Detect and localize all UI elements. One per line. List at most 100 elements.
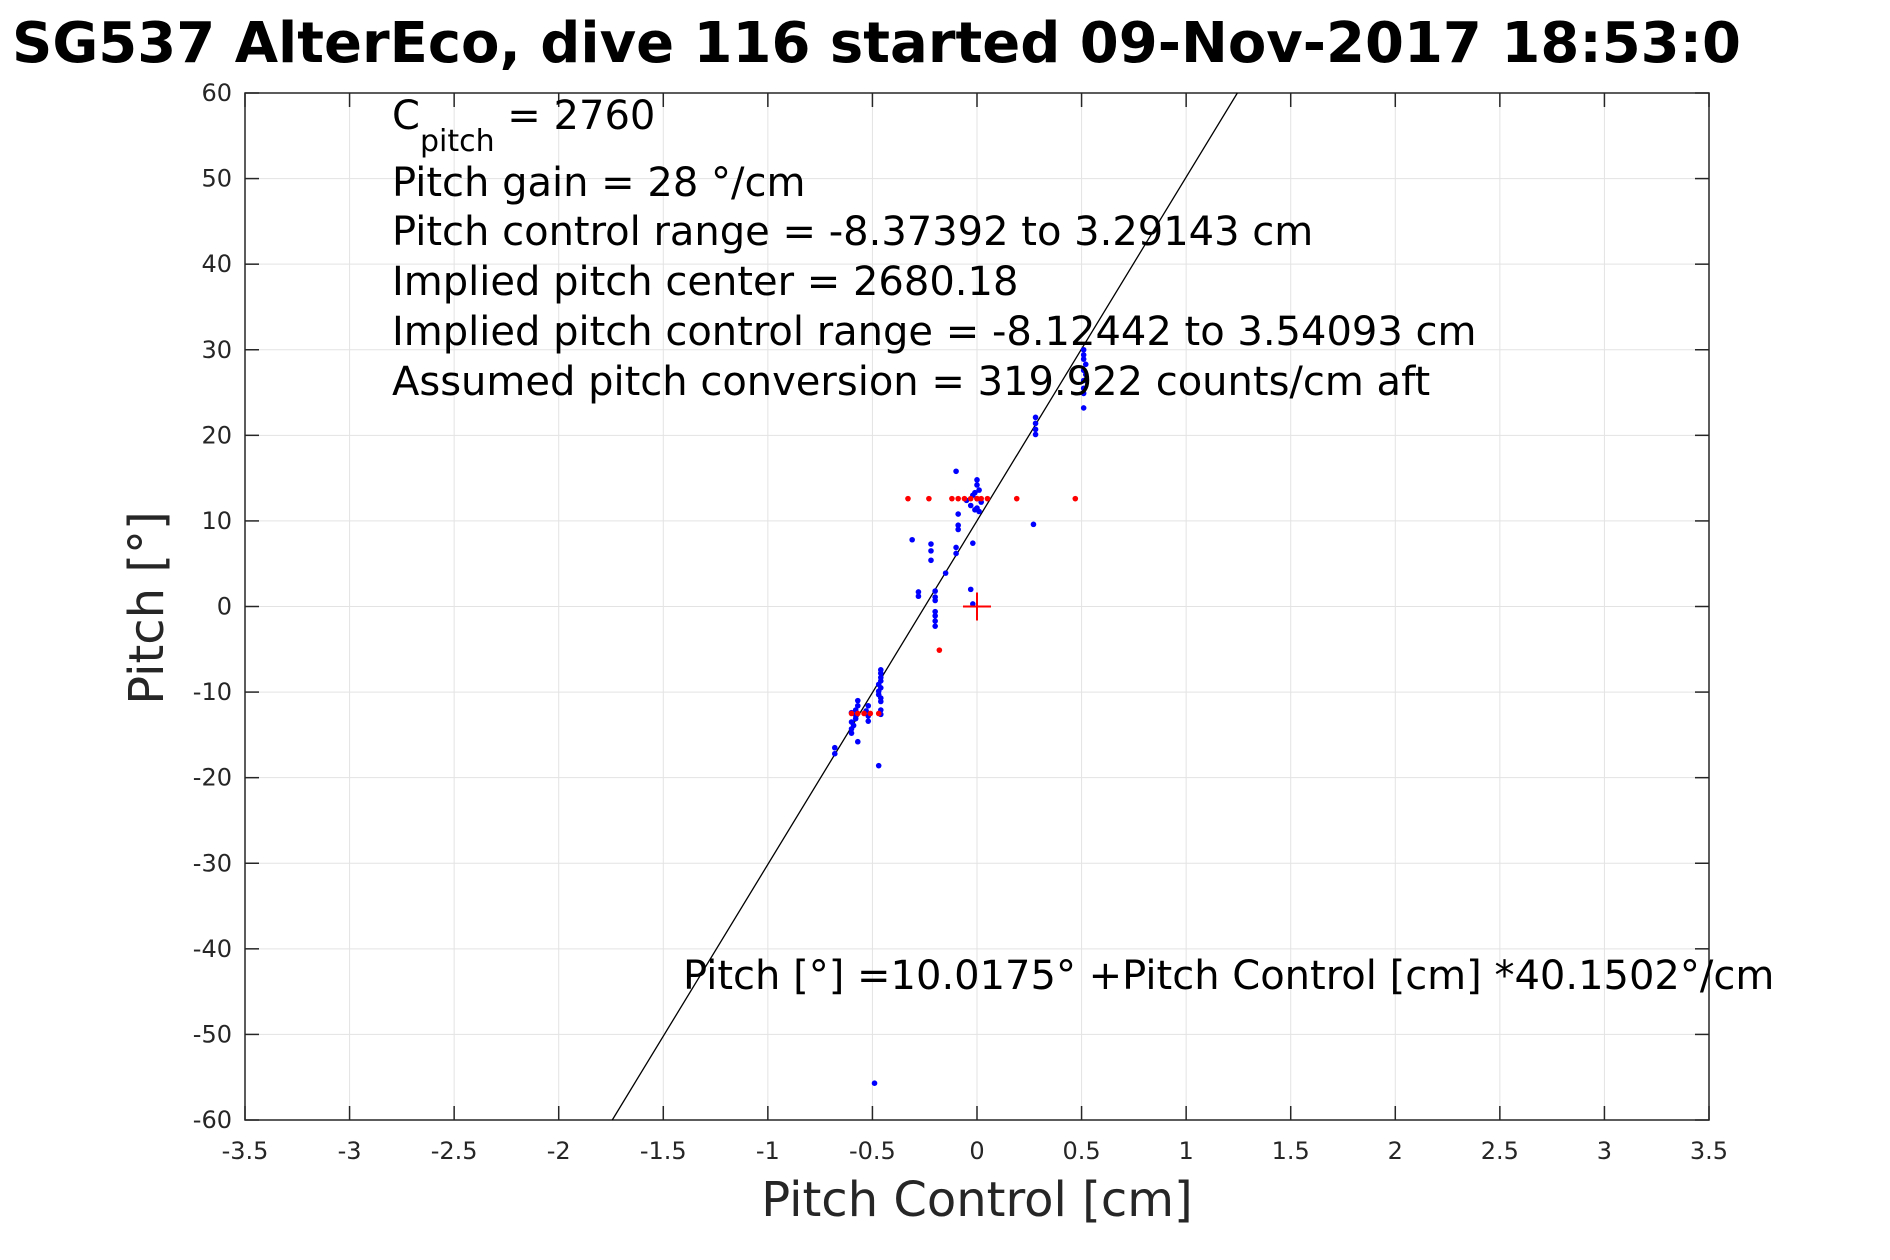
red-data-point xyxy=(967,495,974,502)
blue-data-point xyxy=(932,608,938,615)
y-axis-label: Pitch [°] xyxy=(119,511,175,705)
blue-data-point xyxy=(909,536,915,543)
blue-data-point xyxy=(1080,346,1087,353)
blue-data-point xyxy=(932,618,938,624)
blue-data-point xyxy=(877,670,884,677)
y-tick-label: -20 xyxy=(193,764,232,792)
blue-data-point xyxy=(976,487,982,493)
blue-data-point xyxy=(928,541,934,547)
blue-data-point xyxy=(831,750,838,757)
blue-data-point xyxy=(1080,352,1087,358)
blue-data-point xyxy=(1032,426,1039,433)
blue-data-point xyxy=(955,522,961,528)
red-data-point xyxy=(1013,495,1020,502)
blue-data-point xyxy=(932,597,938,604)
x-tick-label: -0.5 xyxy=(849,1137,896,1165)
blue-data-point xyxy=(974,482,980,488)
red-data-point xyxy=(978,495,984,502)
blue-data-point xyxy=(1032,414,1039,421)
red-data-point xyxy=(848,710,855,717)
x-tick-label: 2 xyxy=(1388,1137,1403,1165)
implied-pitch-center-annotation: Implied pitch center = 2680.18 xyxy=(392,259,1018,305)
blue-data-point xyxy=(875,762,882,769)
blue-data-point xyxy=(967,586,974,593)
y-tick-label: 40 xyxy=(201,250,232,278)
c-pitch-value: = 2760 xyxy=(495,93,656,139)
axis-ticks xyxy=(244,92,1710,1121)
red-data-point xyxy=(861,710,867,717)
blue-data-point xyxy=(1080,356,1087,362)
y-tick-label: 60 xyxy=(201,79,232,107)
blue-data-point xyxy=(1080,405,1087,411)
red-data-point xyxy=(854,710,861,717)
y-tick-label: 20 xyxy=(201,421,232,449)
pitch-control-range-annotation: Pitch control range = -8.37392 to 3.2914… xyxy=(392,209,1313,255)
red-data-point xyxy=(926,495,932,502)
c-pitch-subscript: pitch xyxy=(420,124,495,159)
blue-data-point xyxy=(848,730,855,736)
x-tick-label: 1.5 xyxy=(1272,1137,1310,1165)
blue-data-point xyxy=(1030,521,1037,528)
x-tick-label: 3 xyxy=(1597,1137,1612,1165)
blue-data-point xyxy=(932,623,938,629)
x-tick-label: -3.5 xyxy=(222,1137,269,1165)
center-marker-group xyxy=(963,592,991,621)
blue-data-point xyxy=(928,557,934,564)
y-tick-label: -10 xyxy=(193,678,232,706)
blue-data-point xyxy=(1082,371,1089,378)
y-tick-label: 0 xyxy=(217,593,232,621)
c-pitch-annotation: Cpitch = 2760 xyxy=(392,93,655,159)
blue-data-point xyxy=(915,593,922,600)
blue-data-point xyxy=(871,1080,878,1086)
red-data-point xyxy=(955,495,961,502)
red-data-point xyxy=(949,495,955,502)
c-pitch-main: C xyxy=(392,93,420,139)
grid-lines xyxy=(244,92,1710,1121)
blue-data-point xyxy=(1032,431,1039,438)
blue-data-point xyxy=(928,548,934,554)
data-points xyxy=(831,346,1089,1086)
blue-data-point xyxy=(852,715,859,722)
red-data-point xyxy=(905,495,911,502)
pitch-conversion-annotation: Assumed pitch conversion = 319.922 count… xyxy=(392,359,1430,405)
x-tick-label: -2 xyxy=(547,1137,571,1165)
x-tick-label: -1.5 xyxy=(640,1137,687,1165)
y-tick-label: 30 xyxy=(201,336,232,364)
y-tick-label: -40 xyxy=(193,935,232,963)
implied-pitch-control-range-annotation: Implied pitch control range = -8.12442 t… xyxy=(392,309,1476,355)
blue-data-point xyxy=(831,744,838,751)
red-data-point xyxy=(875,710,882,717)
red-data-point xyxy=(961,495,968,502)
x-tick-label: 0 xyxy=(969,1137,984,1165)
red-data-point xyxy=(974,495,980,502)
x-tick-labels: -3.5 -3 -2.5 -2 -1.5 -1 -0.5 0 0.5 1 1.5 2 2.5 3 3.5 xyxy=(222,1137,1729,1165)
blue-data-point xyxy=(865,718,872,724)
blue-data-point xyxy=(955,511,961,517)
blue-data-point xyxy=(967,502,974,509)
x-tick-label: 0.5 xyxy=(1062,1137,1100,1165)
blue-data-point xyxy=(953,550,959,557)
blue-data-point xyxy=(1080,367,1087,374)
fit-equation-annotation: Pitch [°] =10.0175° +Pitch Control [cm] … xyxy=(683,953,1774,999)
blue-data-point xyxy=(955,526,961,533)
blue-data-point xyxy=(932,588,938,594)
red-data-point xyxy=(1072,495,1079,502)
blue-data-point xyxy=(1080,377,1087,384)
x-tick-label: -2.5 xyxy=(431,1137,478,1165)
blue-data-point xyxy=(970,601,976,607)
red-data-point xyxy=(984,495,991,502)
blue-data-point xyxy=(1080,385,1087,392)
blue-data-point xyxy=(953,544,959,551)
blue-data-point xyxy=(865,702,872,709)
x-tick-label: -3 xyxy=(338,1137,362,1165)
pitch-gain-annotation: Pitch gain = 28 °/cm xyxy=(392,160,805,206)
blue-data-point xyxy=(942,570,949,576)
blue-data-point xyxy=(932,613,938,619)
y-tick-label: 10 xyxy=(201,507,232,535)
blue-data-point xyxy=(970,540,976,546)
blue-data-point xyxy=(854,738,861,745)
x-tick-label: -1 xyxy=(756,1137,780,1165)
blue-data-point xyxy=(953,468,959,475)
blue-data-point xyxy=(974,477,980,483)
